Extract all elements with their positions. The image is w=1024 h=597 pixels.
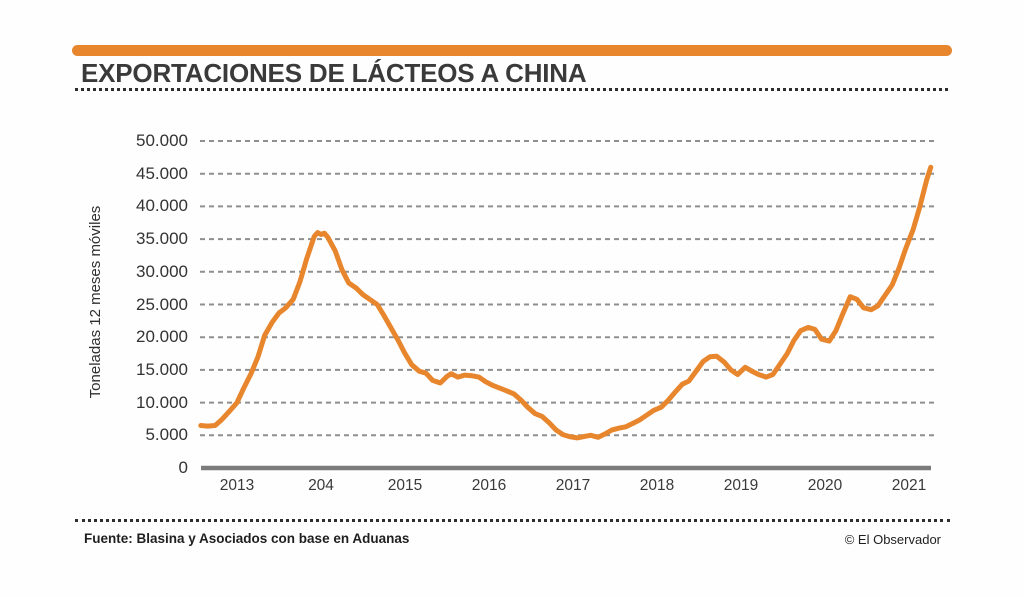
y-tick-label: 5.000 [145, 425, 188, 444]
x-tick-label: 204 [308, 477, 334, 494]
y-tick-label: 45.000 [136, 164, 188, 183]
y-tick-label: 25.000 [136, 295, 188, 314]
x-tick-label: 2013 [219, 477, 255, 494]
x-tick-label: 2017 [555, 477, 591, 494]
x-tick-label: 2020 [807, 477, 843, 494]
y-tick-label: 15.000 [136, 360, 188, 379]
accent-bar [72, 45, 952, 56]
y-tick-label: 40.000 [136, 196, 188, 215]
source-text: Fuente: Blasina y Asociados con base en … [84, 531, 410, 546]
x-tick-label: 2018 [639, 477, 675, 494]
y-tick-label: 35.000 [136, 229, 188, 248]
title-divider [75, 88, 948, 91]
chart-title: EXPORTACIONES DE LÁCTEOS A CHINA [81, 58, 587, 88]
y-tick-label: 10.000 [136, 393, 188, 412]
x-tick-label: 2016 [471, 477, 507, 494]
y-tick-label: 50.000 [136, 131, 188, 150]
x-tick-label: 2021 [891, 477, 927, 494]
footer-divider [75, 519, 950, 522]
y-tick-label: 30.000 [136, 262, 188, 281]
y-tick-label: 20.000 [136, 327, 188, 346]
x-tick-label: 2019 [723, 477, 759, 494]
credit-text: © El Observador [844, 532, 941, 547]
line-chart-plot [198, 140, 937, 471]
data-line [198, 164, 934, 441]
y-tick-label: 0 [178, 458, 188, 477]
x-tick-label: 2015 [387, 477, 423, 494]
